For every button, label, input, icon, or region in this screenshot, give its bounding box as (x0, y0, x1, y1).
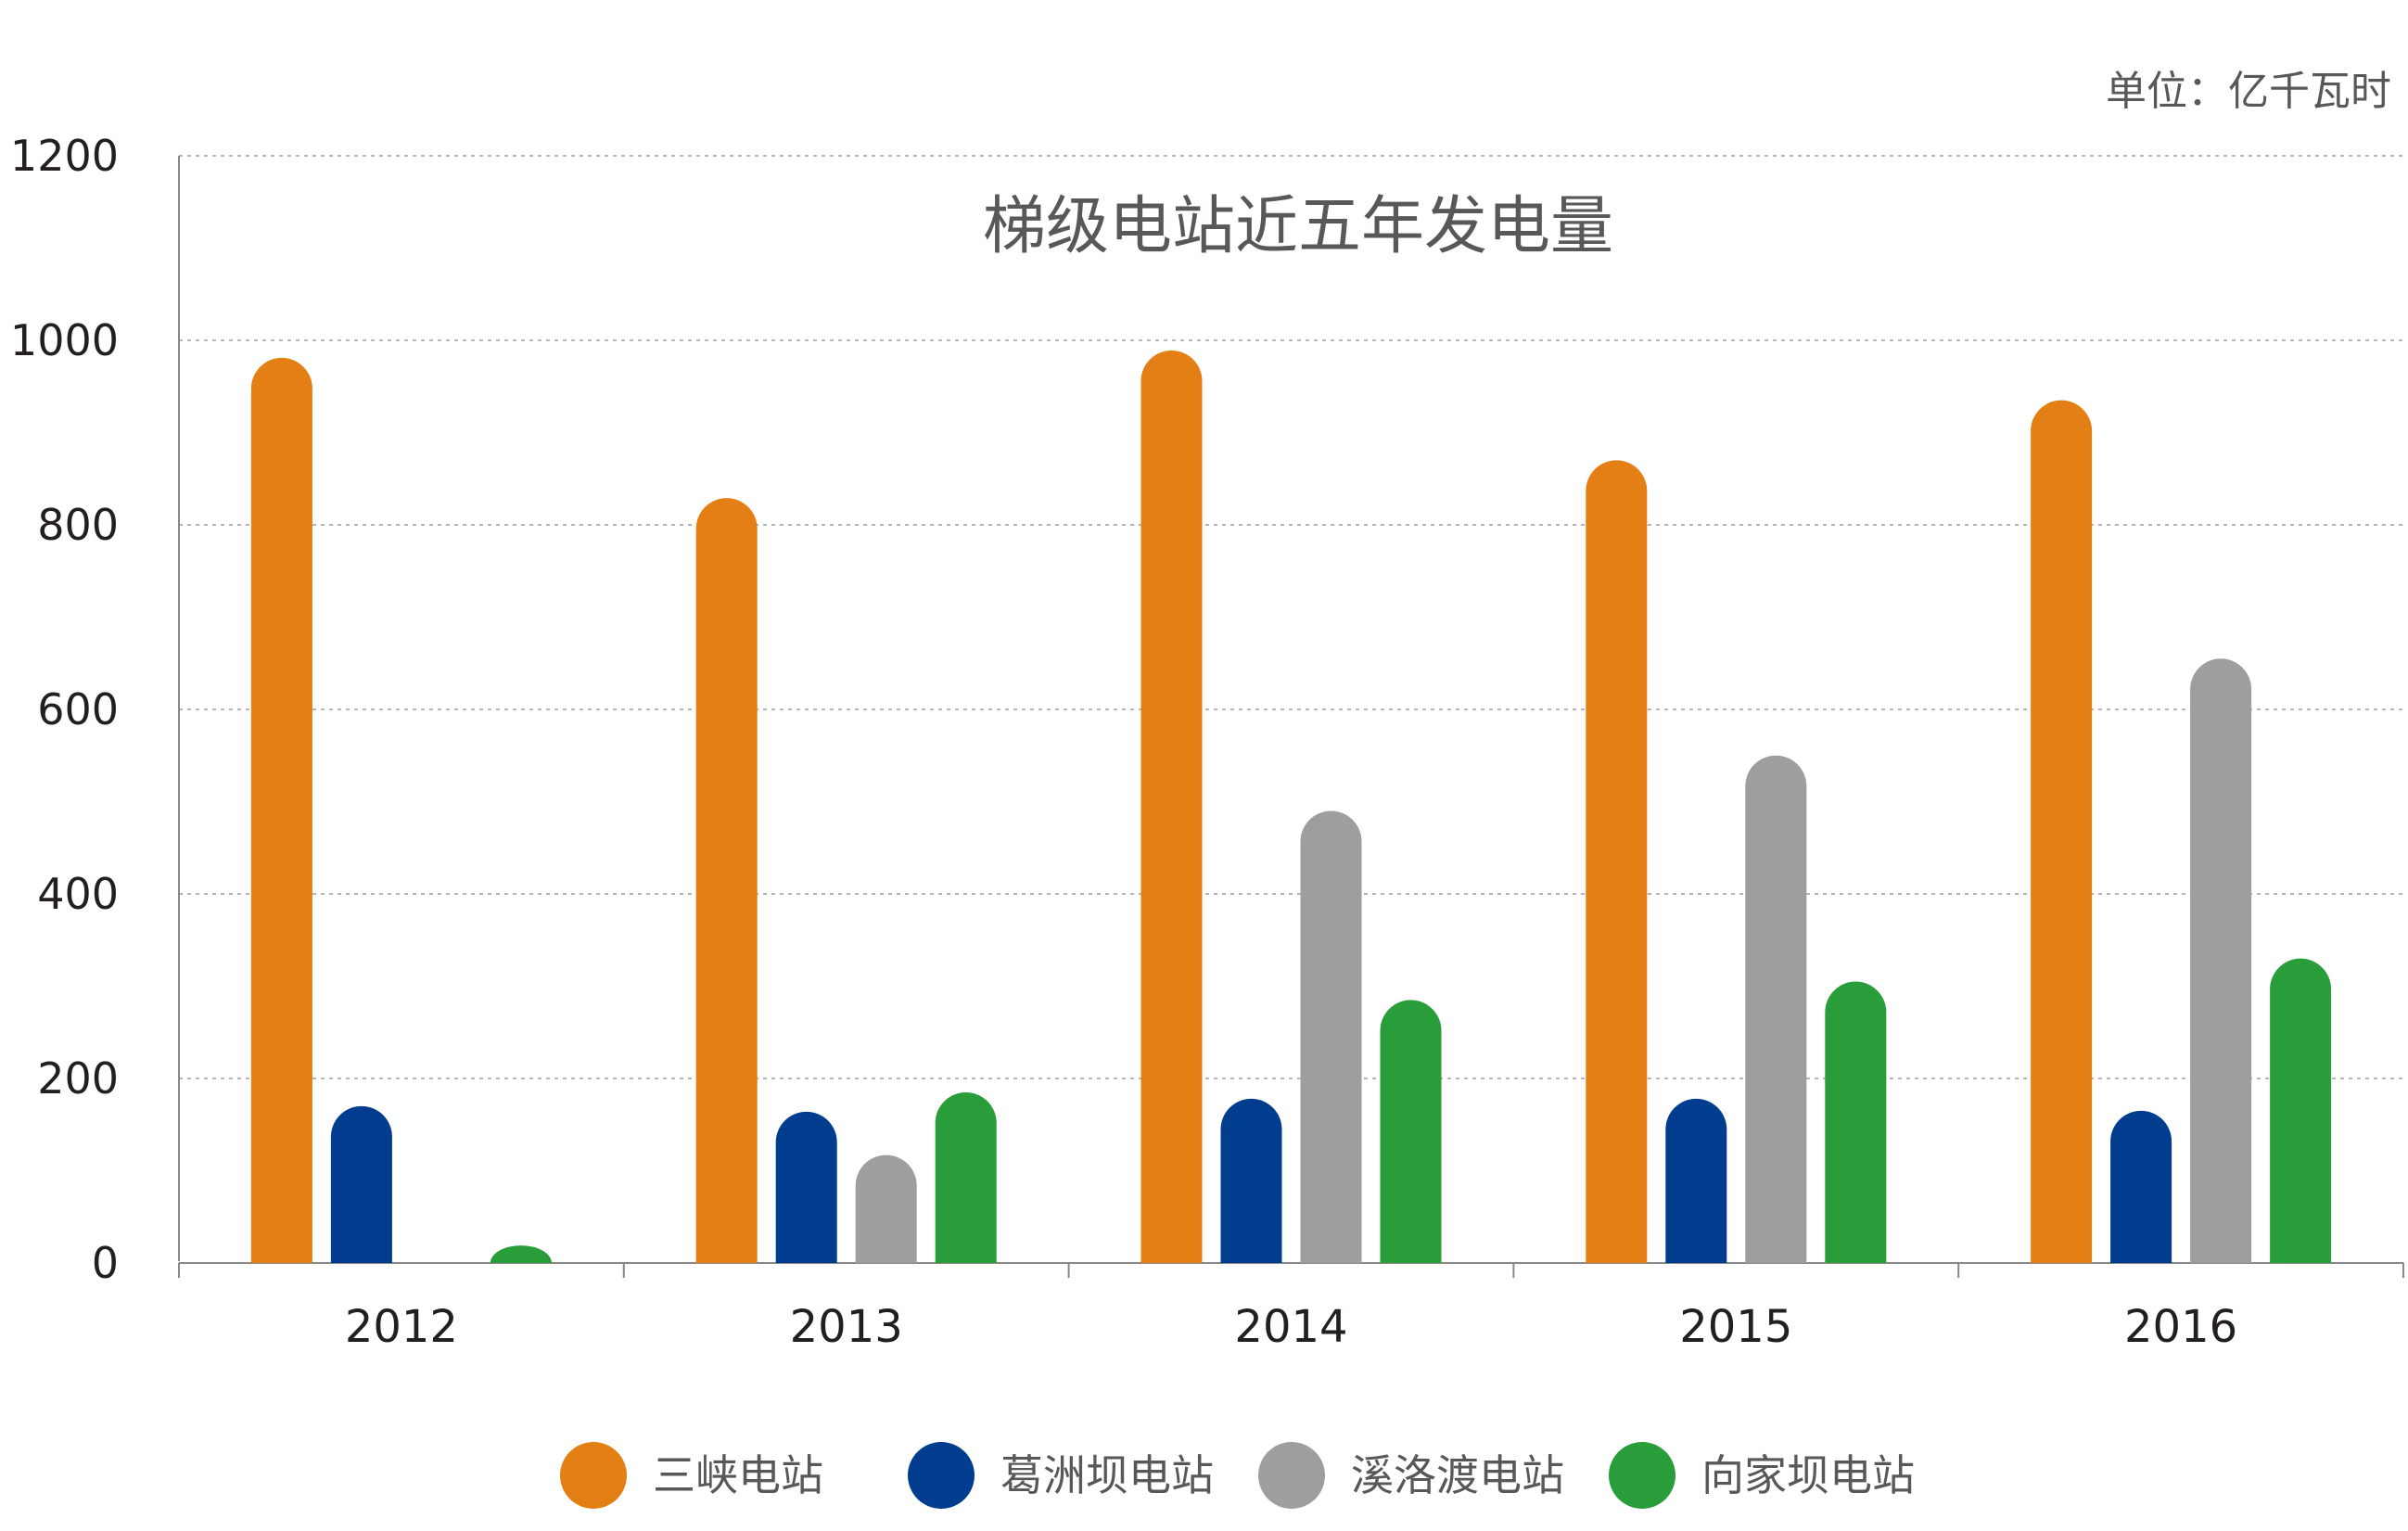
bar (1380, 1000, 1442, 1263)
legend-marker (560, 1442, 627, 1509)
bar (695, 498, 758, 1263)
y-tick-label: 1200 (10, 131, 119, 181)
bar (1586, 460, 1648, 1263)
bar (330, 1105, 392, 1263)
x-tick-label: 2013 (790, 1301, 903, 1353)
bar (1665, 1098, 1727, 1263)
bar (2270, 958, 2332, 1263)
legend-label: 溪洛渡电站 (1351, 1450, 1564, 1500)
legend: 三峡电站 葛洲坝电站 溪洛渡电站 向家坝电站 (560, 1442, 1915, 1509)
bar (2031, 400, 2093, 1263)
x-tick-labels: 2012 2013 2014 2015 2016 (345, 1301, 2237, 1353)
y-tick-label: 0 (92, 1238, 119, 1288)
bar (855, 1155, 917, 1263)
y-tick-label: 600 (37, 684, 119, 734)
bar (1745, 755, 1807, 1263)
legend-marker (908, 1442, 975, 1509)
legend-label: 向家坝电站 (1701, 1450, 1915, 1500)
bar (490, 1245, 552, 1263)
x-tick-label: 2012 (345, 1301, 458, 1353)
y-tick-label: 1000 (10, 315, 119, 365)
bar (1140, 350, 1203, 1263)
y-tick-label: 200 (37, 1053, 119, 1104)
x-tick-label: 2015 (1679, 1301, 1792, 1353)
legend-label: 三峡电站 (653, 1450, 823, 1500)
legend-label: 葛洲坝电站 (1000, 1450, 1214, 1500)
bar (935, 1091, 997, 1263)
bar (1825, 981, 1887, 1263)
bar (775, 1111, 837, 1263)
bar (1300, 810, 1362, 1263)
bar (250, 357, 312, 1263)
bar (2190, 658, 2252, 1263)
unit-label: 单位：亿千瓦时 (2106, 68, 2391, 115)
bar (1220, 1098, 1282, 1263)
bar (2110, 1110, 2172, 1263)
chart-title: 梯级电站近五年发电量 (983, 190, 1613, 263)
y-tick-labels: 0 200 400 600 800 1000 1200 (10, 131, 119, 1288)
legend-marker (1609, 1442, 1675, 1509)
bars (250, 350, 2332, 1263)
x-tick-label: 2014 (1234, 1301, 1347, 1353)
legend-marker (1258, 1442, 1325, 1509)
y-tick-label: 400 (37, 869, 119, 919)
x-tick-label: 2016 (2124, 1301, 2237, 1353)
y-tick-label: 800 (37, 500, 119, 550)
